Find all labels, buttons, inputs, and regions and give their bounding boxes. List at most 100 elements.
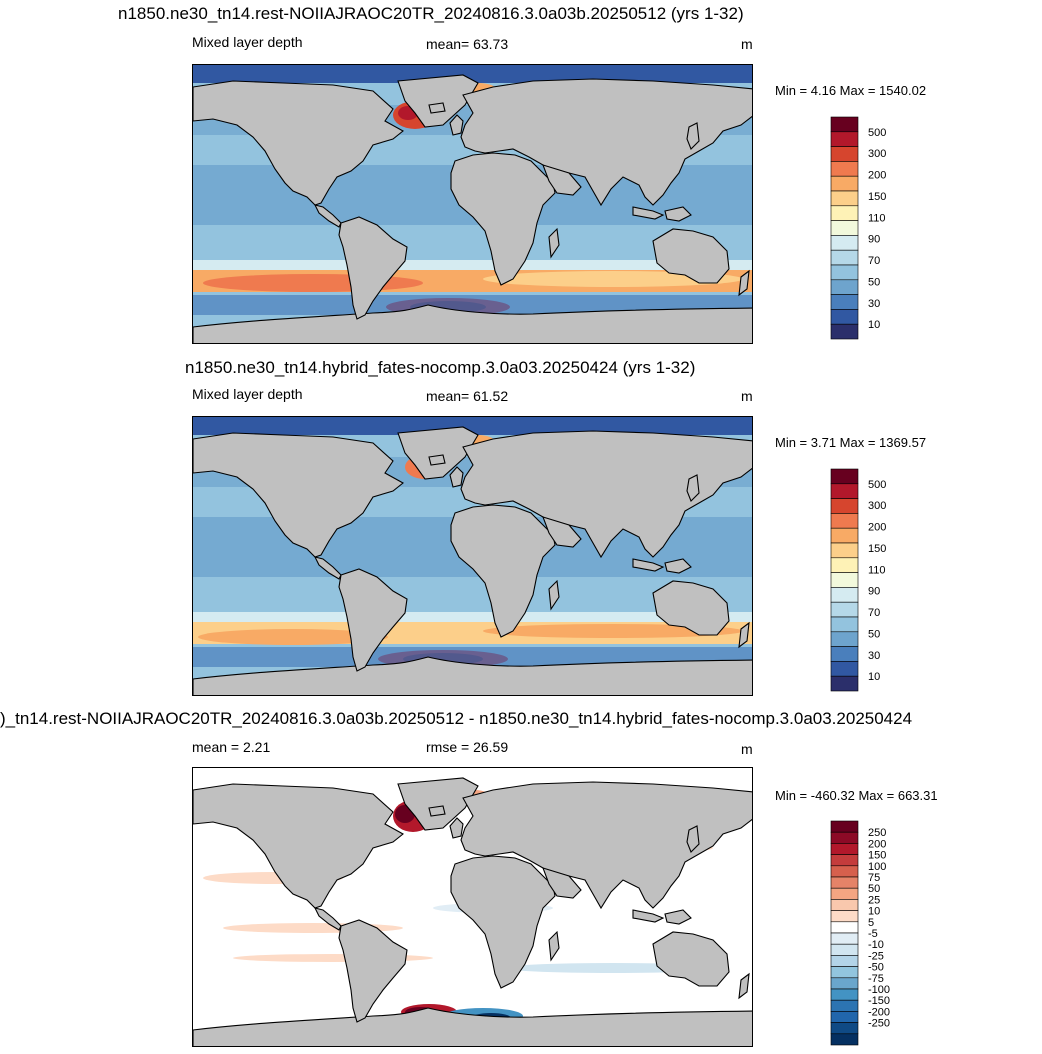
colorbar-swatch xyxy=(830,190,859,207)
colorbar-tick-label: 250 xyxy=(868,827,886,839)
colorbar-swatch xyxy=(830,661,859,677)
colorbar-tick-label: 200 xyxy=(868,838,886,850)
colorbar-tick-label: 75 xyxy=(868,872,880,884)
colorbar-swatch xyxy=(830,675,859,692)
colorbar-swatch xyxy=(830,999,859,1012)
colorbar-tick-label: 110 xyxy=(868,564,886,576)
units-label: m xyxy=(741,741,753,757)
colorbar-tick-label: -25 xyxy=(868,950,884,962)
units-label: m xyxy=(741,36,753,52)
colorbar-swatch xyxy=(830,1033,859,1046)
colorbar-swatch xyxy=(830,854,859,867)
colorbar-swatch xyxy=(830,921,859,934)
colorbar-tick-label: 90 xyxy=(868,234,880,246)
colorbar-tick-label: 110 xyxy=(868,212,886,224)
colorbar-tick-label: -10 xyxy=(868,939,884,951)
colorbar-tick-label: -150 xyxy=(868,995,890,1007)
colorbar-tick-label: 200 xyxy=(868,522,886,534)
colorbar-swatch xyxy=(830,1011,859,1023)
colorbar-swatch xyxy=(830,899,859,911)
rmse-label: rmse = 26.59 xyxy=(426,739,509,755)
colorbar-swatch xyxy=(830,843,859,855)
colorbar-swatch xyxy=(830,988,859,1001)
colorbar-tick-label: 70 xyxy=(868,607,880,619)
colorbar-swatch xyxy=(830,601,859,618)
colorbar-tick-label: -50 xyxy=(868,962,884,974)
units-label: m xyxy=(741,388,753,404)
colorbar-swatch xyxy=(830,932,859,945)
variable-label: Mixed layer depth xyxy=(192,34,303,50)
colorbar-swatch xyxy=(830,943,859,956)
colorbar-swatch xyxy=(830,294,859,310)
colorbar-swatch xyxy=(830,542,859,559)
mean-label: mean= 61.52 xyxy=(426,388,509,404)
colorbar-tick-label: 200 xyxy=(868,170,886,182)
colorbar-tick-label: -5 xyxy=(868,928,878,940)
colorbar-tick-label: 10 xyxy=(868,671,880,683)
min-max-text: Min = 4.16 Max = 1540.02 xyxy=(775,83,927,98)
colorbar-tick-label: 300 xyxy=(868,500,886,512)
map-plot xyxy=(192,767,753,1047)
colorbar-swatch xyxy=(830,646,859,662)
colorbar-tick-label: 150 xyxy=(868,850,886,862)
colorbar-swatch xyxy=(830,910,859,923)
colorbar-swatch xyxy=(830,977,859,990)
colorbar-swatch xyxy=(830,572,859,588)
colorbar-swatch xyxy=(830,527,859,544)
colorbar-swatch xyxy=(830,557,859,573)
colorbar-swatch xyxy=(830,116,859,133)
colorbar-swatch xyxy=(830,820,859,833)
panel-title: )_tn14.rest-NOIIAJRAOC20TR_20240816.3.0a… xyxy=(0,709,913,728)
colorbar-swatch xyxy=(830,513,859,529)
colorbar-swatch xyxy=(830,865,859,878)
colorbar-swatch xyxy=(830,323,859,340)
map-plot xyxy=(192,416,753,696)
min-max-text: Min = -460.32 Max = 663.31 xyxy=(775,788,938,803)
colorbar-tick-label: 300 xyxy=(868,148,886,160)
colorbar-swatch xyxy=(830,887,859,900)
colorbar-swatch xyxy=(830,264,859,281)
colorbar-swatch xyxy=(830,279,859,295)
panel-title: n1850.ne30_tn14.rest-NOIIAJRAOC20TR_2024… xyxy=(118,4,744,23)
colorbar-swatch xyxy=(830,468,859,485)
colorbar-swatch xyxy=(830,955,859,967)
colorbar-tick-label: -200 xyxy=(868,1006,890,1018)
colorbar-tick-label: 50 xyxy=(868,628,880,640)
colorbar-tick-label: 10 xyxy=(868,319,880,331)
mean-label: mean = 2.21 xyxy=(192,739,271,755)
colorbar-swatch xyxy=(830,631,859,647)
colorbar-tick-label: 70 xyxy=(868,255,880,267)
colorbar-swatch xyxy=(830,220,859,236)
colorbar-tick-label: 150 xyxy=(868,191,886,203)
variable-label: Mixed layer depth xyxy=(192,386,303,402)
panel-2: n1850.ne30_tn14.hybrid_fates-nocomp.3.0a… xyxy=(0,352,1042,697)
colorbar-tick-label: 25 xyxy=(868,894,880,906)
colorbar-tick-label: 30 xyxy=(868,298,880,310)
colorbar-tick-label: -100 xyxy=(868,984,890,996)
colorbar-tick-label: 100 xyxy=(868,861,886,873)
colorbar-tick-label: 150 xyxy=(868,543,886,555)
colorbar-swatch xyxy=(830,146,859,162)
panel-title: n1850.ne30_tn14.hybrid_fates-nocomp.3.0a… xyxy=(185,358,696,377)
colorbar: 250 200 150 100 75 50 25 10 5 -5 -10 -25 -50 -75 -100-… xyxy=(830,820,891,1046)
colorbar-swatch xyxy=(830,831,859,844)
colorbar-swatch xyxy=(830,876,859,889)
colorbar-tick-label: 5 xyxy=(868,917,874,929)
colorbar-tick-label: 50 xyxy=(868,883,880,895)
colorbar-tick-label: 90 xyxy=(868,586,880,598)
colorbar-swatch xyxy=(830,1022,859,1035)
colorbar-tick-label: -250 xyxy=(868,1018,890,1030)
colorbar-swatch xyxy=(830,498,859,514)
colorbar-swatch xyxy=(830,587,859,603)
colorbar-swatch xyxy=(830,235,859,251)
colorbar-swatch xyxy=(830,966,859,979)
colorbar-swatch xyxy=(830,309,859,325)
colorbar: 500 300 200 150 110 90 70 50 30 10 xyxy=(830,468,891,692)
colorbar-swatch xyxy=(830,249,859,266)
colorbar-tick-label: 50 xyxy=(868,276,880,288)
colorbar-tick-label: 10 xyxy=(868,906,880,918)
colorbar-tick-label: 500 xyxy=(868,479,886,491)
colorbar-tick-label: 500 xyxy=(868,127,886,139)
panel-1: n1850.ne30_tn14.rest-NOIIAJRAOC20TR_2024… xyxy=(0,0,1042,345)
colorbar-swatch xyxy=(830,131,859,147)
